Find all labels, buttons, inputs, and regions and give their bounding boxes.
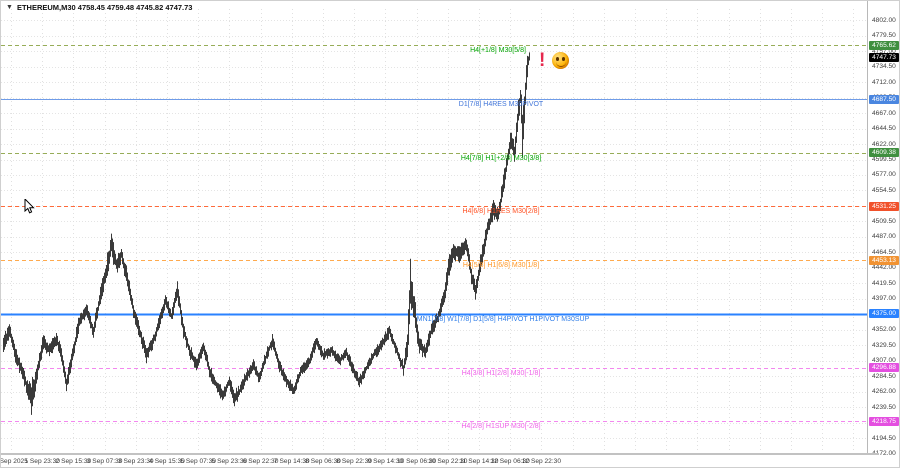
time-tick-label: 2 Sep 15:30	[55, 458, 92, 465]
mouse-cursor	[24, 199, 35, 214]
price-tick-label: 4442.00	[872, 264, 896, 272]
price-tick-label: 4352.00	[872, 326, 896, 334]
price-tick-label: 4554.50	[872, 186, 896, 194]
time-tick-label: 8 Sep 22:30	[336, 458, 372, 465]
level-price-badge: 4609.38	[869, 148, 899, 158]
time-tick-label: 7 Sep 14:30	[274, 458, 310, 465]
level-label: D1[7/8] H4RES M30PIVOT	[458, 101, 544, 108]
level-label: H4[3/8] H1[2/8] M30[-1/8]	[461, 369, 541, 377]
price-tick-label: 4194.50	[872, 434, 896, 442]
level-label: H4[2/8] H1SUP M30[-2/8]	[461, 423, 541, 431]
time-tick-label: 9 Sep 14:30	[367, 458, 404, 465]
level-price-badge: 4765.62	[869, 40, 899, 50]
emoji-left-eye	[556, 57, 559, 61]
time-tick-label: 11 Sep 14:30	[459, 458, 499, 465]
level-price-badge: 4375.00	[869, 309, 899, 319]
chart-plot-area[interactable]	[1, 1, 868, 454]
chart-title-bar: ▼ ETHEREUM,M30 4758.45 4759.48 4745.82 4…	[6, 3, 192, 12]
time-tick-label: 3 Sep 23:30	[118, 458, 154, 465]
price-tick-label: 4712.00	[872, 78, 896, 86]
level-price-badge: 4687.50	[869, 94, 899, 104]
time-tick-label: 4 Sep 15:30	[149, 458, 185, 465]
time-tick-label: 1 Sep 2025	[0, 458, 28, 465]
price-tick-label: 4262.00	[872, 388, 896, 396]
level-label: H4[6/8] H1RES M30[2/8]	[462, 208, 540, 216]
price-tick-label: 4734.50	[872, 63, 896, 71]
chart-title: ETHEREUM,M30 4758.45 4759.48 4745.82 474…	[16, 3, 193, 12]
price-tick-label: 4779.50	[872, 32, 896, 40]
emoji-right-eye	[562, 57, 565, 61]
level-label: H4[+1/8] M30[5/8]	[470, 47, 526, 55]
price-tick-label: 4509.50	[872, 217, 896, 225]
time-tick-label: 12 Sep 22:30	[521, 458, 562, 465]
time-tick-label: 10 Sep 22:30	[428, 458, 468, 465]
time-tick-label: 8 Sep 06:30	[305, 458, 341, 465]
price-axis-separator	[867, 1, 868, 454]
price-tick-label: 4599.50	[872, 156, 896, 164]
price-tick-label: 4667.00	[872, 109, 896, 117]
time-tick-label: 1 Sep 23:30	[24, 458, 60, 465]
price-tick-label: 4239.50	[872, 403, 896, 411]
level-price-badge: 4453.13	[869, 255, 899, 265]
price-tick-label: 4172.00	[872, 450, 896, 458]
price-tick-label: 4487.00	[872, 233, 896, 241]
chart-symbol-icon: ▼	[6, 4, 13, 11]
level-label: H4[7/8] H1[+2/8] M30[3/8]	[460, 154, 542, 162]
emoji-mouth	[555, 61, 566, 67]
price-tick-label: 4802.00	[872, 16, 896, 24]
smiley-emoji-annotation[interactable]	[552, 52, 569, 69]
price-tick-label: 4757.00	[872, 47, 896, 55]
price-tick-label: 4397.00	[872, 295, 896, 303]
time-tick-label: 5 Sep 23:30	[211, 458, 248, 465]
candlestick-bars	[3, 52, 530, 415]
price-tick-label: 4419.50	[872, 279, 896, 287]
price-tick-label: 4307.00	[872, 357, 896, 365]
time-tick-label: 5 Sep 07:30	[180, 458, 216, 465]
price-tick-label: 4329.50	[872, 341, 896, 349]
price-tick-label: 4622.00	[872, 140, 896, 148]
price-tick-label: 4464.50	[872, 248, 896, 256]
plot-bottom-border	[1, 453, 879, 455]
price-tick-label: 4644.50	[872, 125, 896, 133]
exclamation-annotation[interactable]: !	[539, 50, 546, 71]
grid-horizontal	[1, 20, 867, 439]
price-tick-label: 4577.00	[872, 171, 896, 179]
grid-vertical	[11, 9, 854, 453]
time-tick-label: 3 Sep 07:30	[86, 458, 123, 465]
level-price-badge: 4296.88	[869, 363, 899, 373]
level-price-badge: 4218.75	[869, 416, 899, 426]
level-label: H4[5/8] H1[6/8] M30[1/8]	[462, 262, 540, 270]
current-price-badge: 4747.73	[869, 53, 899, 63]
price-tick-label: 4284.50	[872, 372, 896, 380]
time-tick-label: 6 Sep 22:30	[242, 458, 279, 465]
time-tick-label: 10 Sep 06:30	[396, 458, 437, 465]
level-price-badge: 4531.25	[869, 201, 899, 211]
time-tick-label: 12 Sep 06:30	[490, 458, 530, 465]
level-label: MN1[7/8] W1[7/8] D1[5/8] H4PIVOT H1PIVOT…	[416, 315, 590, 323]
